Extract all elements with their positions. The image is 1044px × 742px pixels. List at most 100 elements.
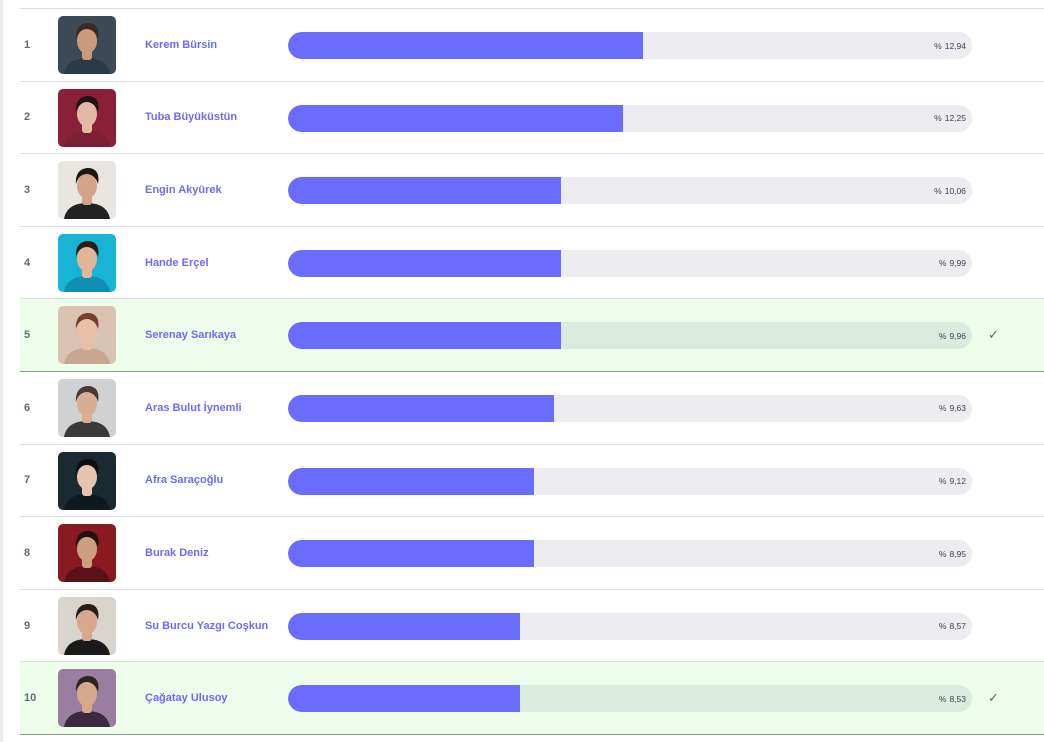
- percent-value: 9,99: [949, 258, 966, 269]
- ranking-row-selected: 10 Çağatay Ulusoy % 8,53 ✓: [20, 662, 1044, 735]
- vote-percentage: % 8,95: [939, 540, 966, 567]
- vote-bar-fill: [288, 612, 520, 640]
- person-photo-icon: [58, 524, 116, 583]
- rank-number: 2: [24, 111, 31, 124]
- check-icon: ✓: [988, 690, 999, 706]
- percent-value: 8,95: [949, 548, 966, 559]
- vote-percentage: % 9,99: [939, 250, 966, 277]
- person-name-link[interactable]: Afra Saraçoğlu: [145, 474, 224, 487]
- percent-symbol: %: [938, 693, 947, 704]
- person-name-link[interactable]: Aras Bulut İynemli: [145, 401, 242, 414]
- vote-percentage: % 10,06: [934, 177, 966, 204]
- person-name-link[interactable]: Tuba Büyüküstün: [145, 111, 238, 124]
- avatar[interactable]: [58, 88, 116, 147]
- vote-bar: % 9,63: [288, 394, 972, 422]
- percent-value: 9,12: [949, 476, 966, 487]
- person-photo-icon: [58, 16, 116, 74]
- check-icon: ✓: [988, 327, 999, 343]
- avatar[interactable]: [58, 524, 116, 583]
- person-photo-icon: [58, 378, 116, 437]
- vote-bar-fill: [288, 685, 520, 713]
- percent-value: 12,94: [944, 40, 966, 51]
- ranking-row: 1 Kerem Bürsin % 12,94: [20, 9, 1044, 82]
- vote-percentage: % 8,53: [939, 685, 966, 712]
- rank-number: 3: [24, 183, 31, 196]
- rank-number: 6: [24, 401, 31, 414]
- ranking-row: 4 Hande Erçel % 9,99: [20, 227, 1044, 300]
- vote-bar-fill: [288, 249, 561, 277]
- ranking-row: 6 Aras Bulut İynemli % 9,63: [20, 372, 1044, 445]
- person-photo-icon: [58, 451, 116, 510]
- vote-percentage: % 12,25: [934, 105, 966, 132]
- percent-symbol: %: [934, 113, 942, 124]
- person-name-link[interactable]: Çağatay Ulusoy: [145, 692, 228, 705]
- vote-bar-fill: [288, 394, 555, 422]
- percent-symbol: %: [938, 330, 947, 341]
- person-name-link[interactable]: Serenay Sarıkaya: [145, 329, 237, 342]
- percent-symbol: %: [938, 476, 947, 487]
- percent-value: 12,25: [944, 113, 966, 124]
- percent-value: 8,53: [949, 693, 966, 704]
- person-photo-icon: [58, 306, 116, 365]
- vote-percentage: % 9,96: [939, 322, 966, 349]
- person-name-link[interactable]: Kerem Bürsin: [145, 38, 218, 51]
- percent-value: 8,57: [949, 621, 966, 632]
- person-photo-icon: [58, 233, 116, 292]
- percent-symbol: %: [934, 185, 942, 196]
- percent-symbol: %: [938, 258, 947, 269]
- rank-number: 1: [24, 38, 31, 51]
- ranking-row: 9 Su Burcu Yazgı Coşkun % 8,57: [20, 590, 1044, 663]
- rank-number: 4: [24, 256, 31, 269]
- person-photo-icon: [58, 88, 116, 147]
- vote-percentage: % 9,12: [939, 468, 966, 495]
- vote-percentage: % 8,57: [939, 613, 966, 640]
- person-name-link[interactable]: Burak Deniz: [145, 546, 209, 559]
- vote-percentage: % 12,94: [934, 32, 966, 59]
- person-name-link[interactable]: Hande Erçel: [145, 256, 209, 269]
- percent-value: 9,96: [949, 330, 966, 341]
- vote-bar-fill: [288, 32, 643, 59]
- vote-bar-fill: [288, 540, 534, 568]
- vote-bar-fill: [288, 467, 534, 495]
- percent-symbol: %: [938, 403, 947, 414]
- percent-symbol: %: [938, 548, 947, 559]
- person-photo-icon: [58, 161, 116, 220]
- vote-bar: % 10,06: [288, 177, 972, 205]
- vote-bar: % 8,57: [288, 612, 972, 640]
- ranking-row: 7 Afra Saraçoğlu % 9,12: [20, 445, 1044, 518]
- ranking-row: 8 Burak Deniz % 8,95: [20, 517, 1044, 590]
- vote-bar: % 9,99: [288, 249, 972, 277]
- ranking-row: 3 Engin Akyürek % 10,06: [20, 154, 1044, 227]
- vote-bar: % 8,53: [288, 685, 972, 713]
- vote-bar-fill: [288, 177, 561, 205]
- page-left-edge: [0, 0, 3, 742]
- ranking-row-selected: 5 Serenay Sarıkaya % 9,96 ✓: [20, 299, 1044, 372]
- vote-bar-fill: [288, 322, 561, 350]
- avatar[interactable]: [58, 233, 116, 292]
- ranking-list: 1 Kerem Bürsin % 12,94 2: [20, 8, 1044, 735]
- vote-percentage: % 9,63: [939, 395, 966, 422]
- percent-value: 9,63: [949, 403, 966, 414]
- percent-value: 10,06: [944, 185, 966, 196]
- vote-bar: % 9,96: [288, 322, 972, 350]
- rank-number: 8: [24, 546, 31, 559]
- rank-number: 9: [24, 619, 31, 632]
- person-name-link[interactable]: Engin Akyürek: [145, 183, 222, 196]
- vote-bar-fill: [288, 104, 624, 132]
- avatar[interactable]: [58, 596, 116, 655]
- ranking-row: 2 Tuba Büyüküstün % 12,25: [20, 82, 1044, 155]
- avatar[interactable]: [58, 669, 116, 728]
- rank-number: 7: [24, 474, 31, 487]
- avatar[interactable]: [58, 451, 116, 510]
- avatar[interactable]: [58, 161, 116, 220]
- vote-bar: % 12,25: [288, 104, 972, 132]
- vote-bar: % 9,12: [288, 467, 972, 495]
- person-name-link[interactable]: Su Burcu Yazgı Coşkun: [145, 619, 269, 632]
- person-photo-icon: [58, 669, 116, 728]
- vote-bar: % 8,95: [288, 540, 972, 568]
- avatar[interactable]: [58, 16, 116, 74]
- rank-number: 10: [24, 692, 37, 705]
- avatar[interactable]: [58, 306, 116, 365]
- rank-number: 5: [24, 329, 31, 342]
- avatar[interactable]: [58, 378, 116, 437]
